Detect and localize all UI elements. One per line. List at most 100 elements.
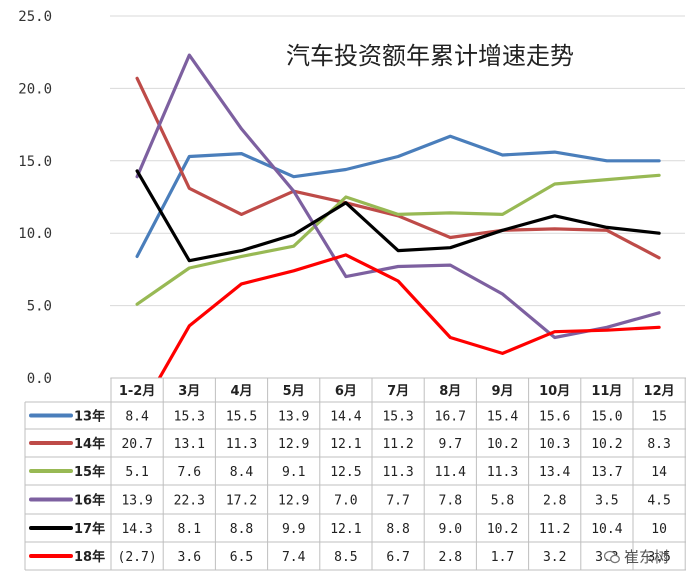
table-cell: 7.4 — [282, 550, 306, 565]
legend-label: 16年 — [74, 493, 105, 509]
data-table: 1-2月 3月 4月 5月 6月 7月 8月 9月 10月 11月 12月 13年 8.4 15.3 15.… — [24, 377, 686, 571]
table-cell: 15.3 — [174, 410, 205, 425]
x-category-label: 7月 — [387, 384, 409, 399]
table-cell: 9.7 — [439, 437, 462, 452]
x-category-label: 10月 — [539, 384, 570, 399]
table-cell: 9.1 — [282, 465, 305, 480]
table-cell: 10.4 — [591, 522, 622, 537]
y-tick-label: 0.0 — [27, 371, 52, 387]
series-line-16年 — [135, 53, 661, 340]
table-cell: 8.5 — [334, 550, 357, 565]
table-cell: 2.8 — [439, 550, 462, 565]
table-cell: 14 — [651, 465, 667, 480]
table-cell: 13.4 — [539, 465, 570, 480]
y-axis-ticks: 0.0 5.0 10.0 15.0 20.0 25.0 — [18, 9, 52, 387]
table-cell: 10 — [651, 522, 667, 537]
table-cell: 14.4 — [330, 410, 361, 425]
table-cell: 7.7 — [386, 494, 409, 509]
series-line-18年 — [157, 253, 661, 378]
table-cell: 2.8 — [543, 494, 566, 509]
table-cell: 3.5 — [595, 494, 618, 509]
table-cell: 15.4 — [487, 410, 518, 425]
x-category-label: 5月 — [283, 384, 305, 399]
legend-label: 14年 — [74, 436, 105, 452]
table-cell: 8.1 — [178, 522, 201, 537]
x-category-label: 6月 — [335, 384, 357, 399]
series-line-15年 — [135, 173, 661, 306]
table-cell: 9.9 — [282, 522, 305, 537]
table-cell: 8.3 — [647, 437, 670, 452]
x-category-label: 11月 — [591, 384, 622, 399]
table-cell: 15.5 — [226, 410, 257, 425]
table-cell: 12.1 — [330, 522, 361, 537]
wechat-icon — [604, 550, 620, 564]
table-cell: 11.3 — [382, 465, 413, 480]
x-category-label: 9月 — [491, 384, 513, 399]
table-cell: 11.4 — [435, 465, 466, 480]
table-cell: 13.9 — [278, 410, 309, 425]
table-cell: 5.8 — [491, 494, 514, 509]
series-line-13年 — [135, 134, 661, 258]
y-tick-label: 10.0 — [18, 226, 52, 242]
table-cell: 11.2 — [539, 522, 570, 537]
table-cell: 7.6 — [178, 465, 201, 480]
x-category-label: 3月 — [178, 384, 200, 399]
table-cell: 15.6 — [539, 410, 570, 425]
table-cell: 5.1 — [125, 465, 148, 480]
x-category-label: 12月 — [644, 384, 675, 399]
table-cell: 6.7 — [386, 550, 409, 565]
table-cell: 12.5 — [330, 465, 361, 480]
x-category-label: 8月 — [439, 384, 461, 399]
table-cell: 11.2 — [382, 437, 413, 452]
legend-label: 15年 — [74, 464, 105, 480]
table-cell: 12.1 — [330, 437, 361, 452]
table-cell: 11.3 — [226, 437, 257, 452]
series-line-14年 — [135, 76, 661, 260]
series-line-17年 — [135, 169, 661, 263]
table-cell: 8.8 — [230, 522, 253, 537]
legend-label: 17年 — [74, 521, 105, 537]
y-tick-label: 20.0 — [18, 81, 52, 97]
table-cell: 8.4 — [125, 410, 149, 425]
table-cell: 20.7 — [121, 437, 152, 452]
table-cell: 6.5 — [230, 550, 253, 565]
table-cell: 3.5 — [647, 550, 670, 565]
table-cell: 8.4 — [230, 465, 254, 480]
gridlines — [110, 15, 685, 379]
table-cell: 11.3 — [487, 465, 518, 480]
table-cell: 7.0 — [334, 494, 357, 509]
y-tick-label: 15.0 — [18, 154, 52, 170]
table-cell: 3.6 — [178, 550, 201, 565]
table-cell: 14.3 — [121, 522, 152, 537]
table-cell: 4.5 — [647, 494, 670, 509]
table-cell: 15.3 — [382, 410, 413, 425]
y-tick-label: 5.0 — [27, 299, 52, 315]
table-cell: 10.3 — [539, 437, 570, 452]
table-cell: 16.7 — [435, 410, 466, 425]
table-cell: 3.2 — [543, 550, 566, 565]
table-cell: 13.7 — [591, 465, 622, 480]
table-cell: 12.9 — [278, 437, 309, 452]
table-cell: 1.7 — [491, 550, 514, 565]
table-cell: 9.0 — [439, 522, 462, 537]
watermark-text: 崔东树 — [624, 548, 670, 566]
legend-label: 18年 — [74, 549, 105, 565]
watermark: 崔东树 — [604, 546, 669, 567]
table-cell: 7.8 — [439, 494, 462, 509]
legend-label: 13年 — [74, 409, 105, 425]
series-lines — [135, 53, 661, 378]
table-cell: 17.2 — [226, 494, 257, 509]
table-cell: 10.2 — [487, 522, 518, 537]
table-cell: 15 — [651, 410, 667, 425]
table-cell: (2.7) — [118, 550, 157, 565]
x-category-label: 1-2月 — [119, 384, 156, 399]
table-cell: 12.9 — [278, 494, 309, 509]
table-cell: 13.9 — [121, 494, 152, 509]
table-cell: 22.3 — [174, 494, 205, 509]
table-cell: 8.8 — [386, 522, 409, 537]
chart-title: 汽车投资额年累计增速走势 — [286, 42, 574, 70]
y-tick-label: 25.0 — [18, 9, 52, 25]
table-cell: 10.2 — [487, 437, 518, 452]
table-cell: 13.1 — [174, 437, 205, 452]
